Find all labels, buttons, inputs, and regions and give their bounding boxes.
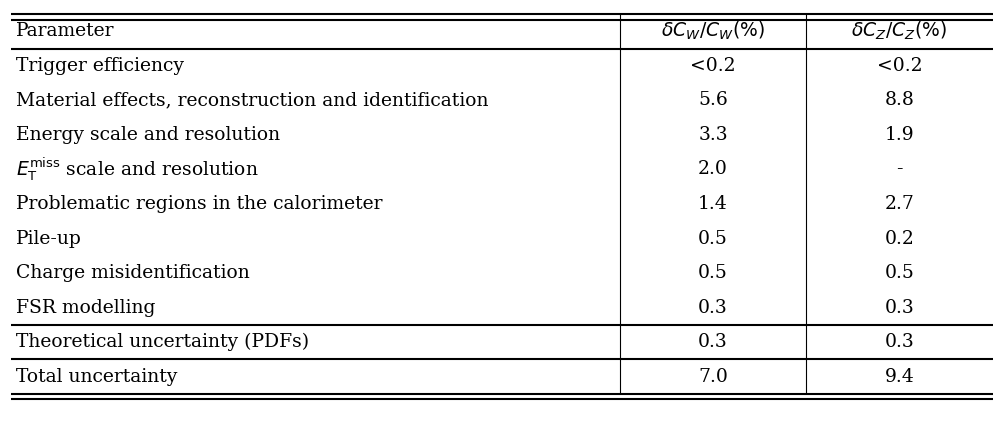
Text: <0.2: <0.2: [689, 57, 735, 75]
Text: Energy scale and resolution: Energy scale and resolution: [16, 126, 280, 144]
Text: 8.8: 8.8: [884, 92, 914, 109]
Text: 0.5: 0.5: [697, 229, 727, 248]
Text: FSR modelling: FSR modelling: [16, 298, 155, 317]
Text: 0.5: 0.5: [884, 264, 914, 282]
Text: 5.6: 5.6: [697, 92, 727, 109]
Text: 9.4: 9.4: [884, 368, 914, 386]
Text: Material effects, reconstruction and identification: Material effects, reconstruction and ide…: [16, 92, 488, 109]
Text: 2.7: 2.7: [884, 195, 914, 213]
Text: Parameter: Parameter: [16, 22, 114, 40]
Text: Charge misidentification: Charge misidentification: [16, 264, 250, 282]
Text: Theoretical uncertainty (PDFs): Theoretical uncertainty (PDFs): [16, 333, 309, 351]
Text: 1.4: 1.4: [697, 195, 727, 213]
Text: 0.3: 0.3: [884, 298, 914, 317]
Text: 0.3: 0.3: [697, 298, 727, 317]
Text: 3.3: 3.3: [697, 126, 727, 144]
Text: 0.2: 0.2: [884, 229, 914, 248]
Text: $\delta C_Z/C_Z(\%)$: $\delta C_Z/C_Z(\%)$: [851, 20, 947, 42]
Text: $E_{\mathrm{T}}^{\mathrm{miss}}$ scale and resolution: $E_{\mathrm{T}}^{\mathrm{miss}}$ scale a…: [16, 156, 259, 183]
Text: 0.3: 0.3: [697, 333, 727, 351]
Text: 1.9: 1.9: [884, 126, 914, 144]
Text: Pile-up: Pile-up: [16, 229, 82, 248]
Text: 0.5: 0.5: [697, 264, 727, 282]
Text: 7.0: 7.0: [697, 368, 727, 386]
Text: <0.2: <0.2: [876, 57, 922, 75]
Text: Trigger efficiency: Trigger efficiency: [16, 57, 185, 75]
Text: 0.3: 0.3: [884, 333, 914, 351]
Text: Problematic regions in the calorimeter: Problematic regions in the calorimeter: [16, 195, 382, 213]
Text: $\delta C_W/C_W(\%)$: $\delta C_W/C_W(\%)$: [660, 20, 764, 42]
Text: 2.0: 2.0: [697, 160, 727, 179]
Text: Total uncertainty: Total uncertainty: [16, 368, 178, 386]
Text: -: -: [896, 160, 902, 179]
